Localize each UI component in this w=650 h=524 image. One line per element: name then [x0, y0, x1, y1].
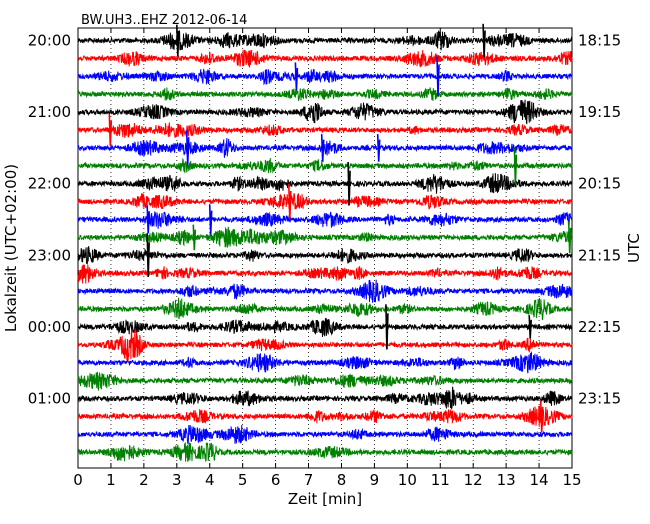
spike-event-2: [294, 62, 299, 91]
trace-5: [77, 122, 573, 139]
spike-event-16: [385, 304, 389, 350]
left-hour-label: 20:00: [28, 32, 71, 50]
x-tick-label: 0: [73, 471, 83, 489]
y-axis-label-right: UTC: [625, 233, 643, 263]
left-hour-label: 21:00: [28, 103, 71, 121]
trace-17: [77, 329, 573, 361]
left-hour-label: 01:00: [28, 390, 71, 408]
spike-event-12: [146, 205, 150, 234]
trace-6: [77, 138, 573, 158]
spike-event-8: [513, 147, 518, 185]
spike-event-9: [347, 161, 351, 206]
trace-16: [77, 317, 573, 338]
x-tick-label: 8: [337, 471, 347, 489]
y-axis-label-left: Lokalzeit (UTC+02:00): [2, 164, 20, 332]
trace-15: [77, 297, 573, 321]
trace-1: [77, 49, 573, 68]
seismic-traces: [77, 23, 573, 463]
spike-event-11: [208, 204, 213, 235]
vertical-gridlines: [110, 28, 540, 468]
spike-event-3: [436, 56, 440, 97]
right-hour-label: 19:15: [578, 103, 621, 121]
x-tick-label: 1: [106, 471, 116, 489]
left-hour-label: 23:00: [28, 246, 71, 264]
trace-12: [77, 246, 573, 265]
left-hour-label: 22:00: [28, 175, 71, 193]
spike-event-1: [482, 23, 486, 58]
trace-8: [77, 173, 573, 194]
right-hour-labels: 18:15 19:15 20:15 21:15 22:15 23:15: [567, 32, 621, 408]
spike-event-0: [176, 24, 180, 57]
x-axis-label: Zeit [min]: [288, 490, 362, 508]
x-tick-label: 5: [238, 471, 248, 489]
x-tick-label: 15: [562, 471, 581, 489]
spike-event-6: [320, 134, 325, 162]
x-tick-label: 6: [271, 471, 281, 489]
x-tick-label: 2: [139, 471, 149, 489]
plot-frame: [77, 27, 573, 469]
left-hour-label: 00:00: [28, 318, 71, 336]
spike-event-15: [146, 233, 150, 278]
trace-11: [77, 226, 573, 248]
x-tick-label: 4: [205, 471, 215, 489]
spike-event-5: [185, 130, 190, 166]
right-hour-label: 21:15: [578, 246, 621, 264]
trace-20: [77, 386, 573, 411]
right-hour-label: 18:15: [578, 32, 621, 50]
spike-event-17: [528, 315, 532, 339]
trace-3: [77, 87, 573, 101]
spike-event-14: [567, 221, 572, 254]
trace-22: [77, 424, 573, 444]
trace-19: [77, 371, 573, 392]
x-tick-label: 7: [304, 471, 314, 489]
trace-13: [77, 264, 573, 284]
spike-event-18: [539, 400, 544, 433]
x-tick-label: 11: [431, 471, 450, 489]
trace-14: [77, 279, 573, 303]
spike-event-4: [108, 114, 113, 146]
right-hour-label: 22:15: [578, 318, 621, 336]
trace-7: [77, 157, 573, 174]
x-tick-label: 12: [464, 471, 483, 489]
x-tick-label: 13: [497, 471, 516, 489]
x-tick-label: 10: [398, 471, 417, 489]
trace-21: [77, 405, 573, 427]
right-hour-label: 23:15: [578, 390, 621, 408]
x-tick-label: 3: [172, 471, 182, 489]
trace-9: [77, 192, 573, 210]
right-hour-label: 20:15: [578, 175, 621, 193]
trace-2: [77, 68, 573, 86]
left-hour-labels: 20:00 21:00 22:00 23:00 00:00 01:00: [28, 32, 83, 408]
trace-18: [77, 351, 573, 374]
trace-0: [77, 30, 573, 51]
spike-event-7: [376, 134, 381, 162]
spike-event-13: [192, 224, 197, 251]
chart-title: BW.UH3..EHZ 2012-06-14: [81, 13, 247, 28]
x-tick-label: 9: [370, 471, 380, 489]
trace-23: [77, 442, 573, 463]
trace-4: [77, 99, 573, 125]
spike-event-10: [288, 183, 292, 220]
trace-10: [77, 210, 573, 229]
x-tick-label: 14: [530, 471, 549, 489]
x-axis-ticks: 0 1 2 3 4 5 6 7 8 9 10 11 12 13 14 15: [73, 28, 582, 489]
